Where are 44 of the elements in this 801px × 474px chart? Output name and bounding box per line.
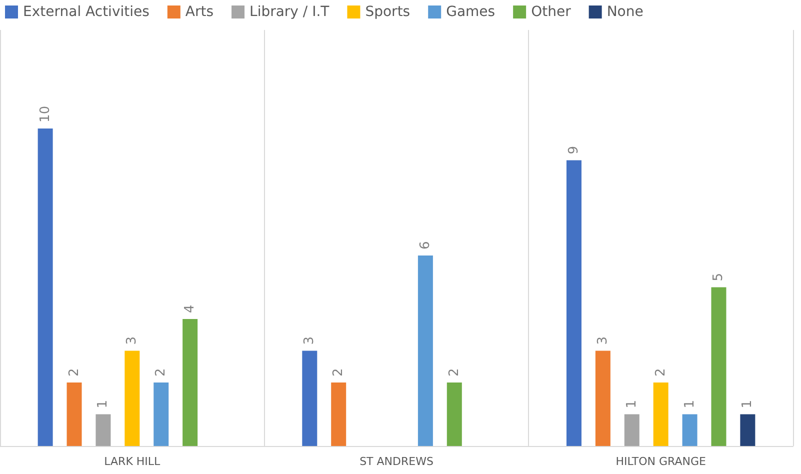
- bar: [38, 128, 53, 446]
- bar: [446, 382, 462, 446]
- data-label: 2: [331, 368, 346, 376]
- bar: [154, 382, 169, 446]
- bar: [66, 382, 82, 446]
- x-tick-label: HILTON GRANGE: [616, 455, 706, 468]
- bar: [331, 382, 346, 446]
- bar: [418, 255, 433, 446]
- data-label: 1: [740, 400, 756, 408]
- data-label: 3: [595, 336, 610, 345]
- bar: [96, 414, 111, 446]
- legend-label: Other: [531, 4, 572, 20]
- legend-label: External Activities: [23, 4, 150, 20]
- legend-label: Games: [446, 4, 496, 20]
- bar: [624, 414, 640, 446]
- legend-label: Sports: [365, 4, 410, 20]
- data-label: 3: [302, 336, 318, 345]
- data-label: 4: [182, 304, 198, 313]
- bar: [595, 350, 610, 446]
- data-label: 5: [711, 272, 726, 282]
- data-label: 10: [38, 106, 53, 122]
- bar: [124, 350, 140, 446]
- x-tick-label: ST ANDREWS: [360, 455, 434, 468]
- bar: [711, 287, 726, 446]
- data-label: 9: [566, 146, 582, 154]
- bar: [302, 350, 318, 446]
- data-label: 1: [624, 400, 640, 408]
- data-label: 3: [124, 336, 140, 345]
- bar: [682, 414, 698, 446]
- legend-label: Arts: [185, 4, 214, 20]
- data-label: 2: [66, 368, 82, 376]
- data-label: 2: [653, 368, 668, 376]
- data-label: 1: [682, 400, 698, 408]
- data-label: 6: [418, 241, 433, 250]
- legend-label: Library / I.T: [250, 4, 330, 20]
- data-label: 2: [446, 368, 462, 376]
- bar: [182, 318, 198, 446]
- bar: [566, 160, 582, 446]
- x-tick-label: LARK HILL: [104, 455, 162, 468]
- legend-label: None: [606, 4, 644, 20]
- bar: [653, 382, 668, 446]
- data-label: 1: [96, 400, 111, 408]
- bar: [740, 414, 756, 446]
- data-label: 2: [154, 368, 169, 376]
